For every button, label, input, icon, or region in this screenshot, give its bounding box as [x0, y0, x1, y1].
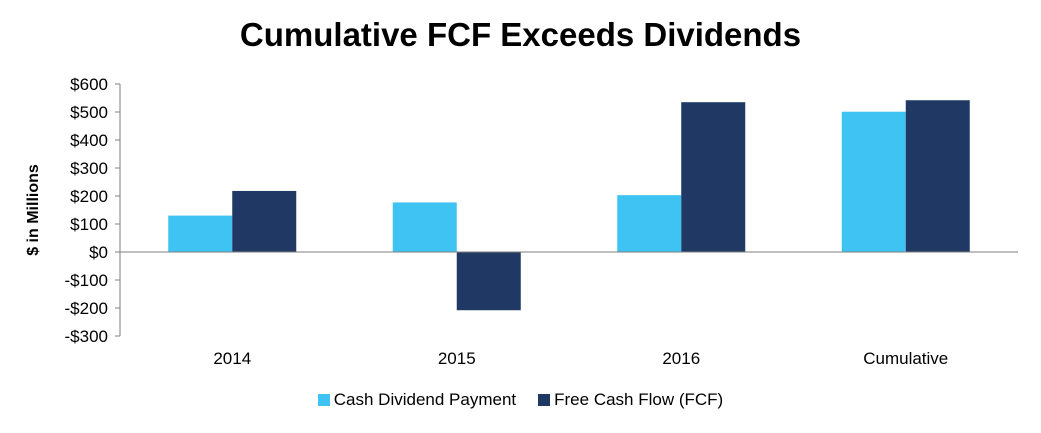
x-category-label: 2016 — [662, 349, 700, 368]
y-tick-label: -$100 — [65, 271, 108, 290]
legend-swatch-cash-dividend — [317, 394, 330, 406]
bar-fcf-2016 — [681, 102, 746, 252]
legend-label-cash-dividend: Cash Dividend Payment — [333, 390, 517, 409]
chart-title: Cumulative FCF Exceeds Dividends — [239, 16, 802, 53]
y-tick-label: -$200 — [65, 299, 108, 318]
bar-cash-dividend-cumulative — [841, 111, 906, 252]
x-category-label: 2015 — [438, 349, 476, 368]
y-tick-label: -$300 — [65, 327, 108, 346]
bar-fcf-2014 — [232, 190, 297, 252]
x-category-label: Cumulative — [863, 349, 948, 368]
y-axis: $600 $500 $400 $300 $200 $100 $0 -$100 -$200 -$30… — [65, 75, 121, 346]
legend: Cash Dividend Payment Free Cash Flow (FC… — [0, 390, 1041, 410]
y-tick-label: $200 — [70, 187, 108, 206]
legend-label-fcf: Free Cash Flow (FCF) — [554, 390, 724, 409]
y-tick-label: $100 — [70, 215, 108, 234]
y-axis-label: $ in Millions — [25, 164, 42, 256]
bars — [120, 100, 1018, 311]
legend-swatch-fcf — [538, 394, 551, 406]
x-axis: 2014 2015 2016 Cumulative — [213, 349, 948, 368]
y-tick-label: $600 — [70, 75, 108, 94]
legend-item-fcf: Free Cash Flow (FCF) — [538, 390, 723, 410]
y-tick-label: $500 — [70, 103, 108, 122]
y-tick-label: $400 — [70, 131, 108, 150]
bar-cash-dividend-2014 — [168, 215, 233, 252]
bar-fcf-2015 — [456, 252, 521, 311]
legend-item-cash-dividend: Cash Dividend Payment — [317, 390, 517, 410]
y-tick-label: $0 — [89, 243, 108, 262]
bar-fcf-cumulative — [905, 100, 970, 253]
x-category-label: 2014 — [213, 349, 251, 368]
y-tick-label: $300 — [70, 159, 108, 178]
bar-cash-dividend-2016 — [617, 195, 682, 252]
bar-cash-dividend-2015 — [392, 202, 457, 252]
